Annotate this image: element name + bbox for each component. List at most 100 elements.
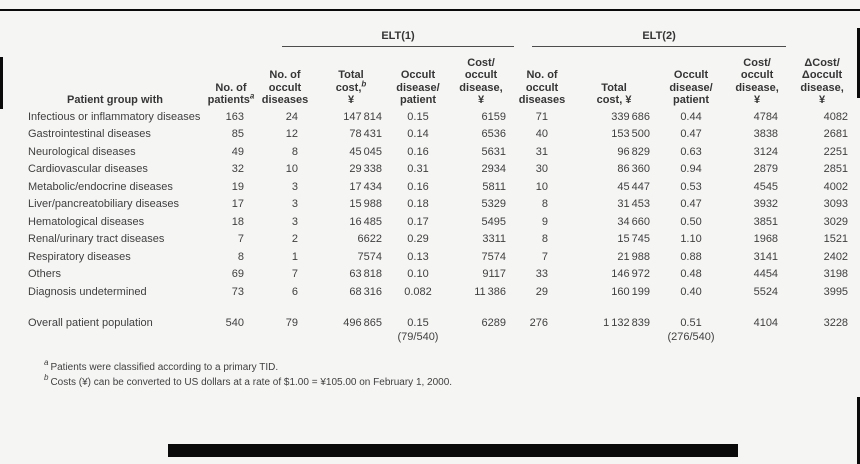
- value-cell: 34 660: [617, 215, 651, 228]
- value-cell: 10: [285, 163, 298, 175]
- header-line: disease,: [459, 81, 503, 94]
- spanner-lead-space: [24, 30, 256, 47]
- value-cell: 17: [231, 198, 244, 210]
- table-row: Metabolic/endocrine diseases 19 3 17 434 0.1…: [24, 179, 854, 197]
- value-cell: 5524: [753, 285, 779, 298]
- value-cell: 71: [535, 110, 549, 123]
- value-cell: 3932: [753, 198, 779, 210]
- column-header-elt1-total-cost: Total cost,b ¥: [314, 47, 388, 109]
- value-cell: 31 453: [617, 198, 651, 210]
- header-line: diseases: [518, 94, 566, 106]
- value-cell: 5495: [481, 215, 507, 228]
- value-cell: 496 865: [343, 317, 382, 329]
- value-cell: 2402: [823, 250, 849, 263]
- colgroup-label-elt2: ELT(2): [532, 30, 787, 47]
- value-cell: 0.47: [680, 128, 702, 140]
- value-cell: 4104: [753, 317, 779, 329]
- header-line: Occult: [400, 69, 436, 81]
- value-cell: 78 431: [349, 128, 382, 140]
- value-cell: 63 818: [349, 268, 382, 280]
- column-header-patient-group: Patient group with: [24, 47, 206, 109]
- scan-artifact-top-rule: [0, 9, 860, 11]
- header-line: ΔCost/: [804, 56, 840, 69]
- value-cell: 0.16: [407, 145, 429, 158]
- value-cell: 7574: [481, 250, 507, 263]
- footnote-text: Patients were classified according to a …: [50, 361, 279, 373]
- value-cell: 1 132 839: [603, 317, 651, 329]
- value-cell: 3093: [823, 198, 849, 210]
- colgroup-elt1: ELT(1): [256, 30, 515, 47]
- value-cell: 3141: [753, 250, 779, 263]
- fraction-subtext: (276/540): [667, 331, 715, 343]
- value-cell: 276: [529, 317, 549, 329]
- header-line: No. of: [526, 69, 558, 81]
- value-cell: 33: [535, 268, 549, 280]
- patient-group-cell: Overall patient population: [28, 317, 153, 329]
- value-cell: 0.44: [680, 110, 702, 123]
- header-line: No. of: [269, 69, 301, 81]
- value-cell: 0.50: [680, 215, 702, 228]
- header-line: ¥: [819, 94, 826, 106]
- colgroup-elt2: ELT(2): [514, 30, 790, 47]
- value-cell: 73: [231, 285, 244, 298]
- header-line: Patient group with: [67, 94, 163, 106]
- value-cell: 1: [291, 250, 298, 263]
- value-cell: 29 338: [349, 163, 382, 175]
- value-cell: 7: [291, 268, 298, 280]
- scan-artifact-right-edge-bottom: [857, 397, 860, 464]
- value-cell: 163: [225, 110, 244, 123]
- header-line: Δoccult: [801, 69, 843, 81]
- column-header-elt1-cost-per-occult: Cost/occult disease, ¥: [448, 47, 514, 109]
- colgroup-label-elt1: ELT(1): [282, 30, 515, 47]
- value-cell: 0.31: [407, 163, 429, 175]
- value-cell: 16 485: [349, 215, 382, 228]
- column-header-elt1-occult-per-patient: Occult disease/patient: [388, 47, 448, 109]
- value-cell: 6289: [481, 317, 507, 329]
- value-cell: 4002: [823, 180, 849, 193]
- table-row: Others 69 7 63 818 0.10 9117 33 146 972 0.48 4454…: [24, 266, 854, 284]
- value-cell: 0.18: [407, 198, 429, 210]
- header-line: occult: [464, 69, 498, 81]
- value-cell: 8: [237, 250, 244, 263]
- value-cell: 6536: [481, 128, 507, 140]
- column-header-no-of-patients: No. of patientsa: [206, 47, 256, 109]
- value-cell: 0.14: [407, 128, 429, 140]
- value-cell: 1968: [753, 233, 779, 245]
- value-cell: 0.94: [680, 163, 702, 175]
- header-row: Patient group with No. of patientsa No. of o…: [24, 47, 854, 109]
- value-cell: 4784: [753, 110, 779, 123]
- value-cell: 79: [285, 317, 298, 329]
- table-row: Infectious or inflammatory diseases 163 24…: [24, 109, 854, 127]
- value-cell: 3995: [823, 285, 849, 298]
- value-cell: 31: [535, 145, 549, 158]
- value-cell: 0.51 (276/540): [658, 301, 724, 347]
- patient-group-cell: Diagnosis undetermined: [28, 285, 147, 298]
- table-row: Diagnosis undetermined 73 6 68 316 0.082 11 3…: [24, 284, 854, 302]
- header-line: occult: [740, 69, 774, 81]
- value-cell: 30: [535, 163, 549, 175]
- value-cell: 32: [231, 163, 244, 175]
- value-cell: 5329: [481, 198, 507, 210]
- value-cell: 146 972: [611, 268, 651, 280]
- value-cell: 8: [541, 198, 549, 210]
- patient-group-cell: Neurological diseases: [28, 145, 136, 158]
- scan-artifact-left-edge: [0, 57, 3, 109]
- header-line: Occult: [673, 69, 709, 81]
- value-cell: 45 045: [349, 145, 382, 158]
- value-cell: 0.15 (79/540): [388, 301, 448, 347]
- value-cell: 3838: [753, 128, 779, 140]
- value-cell: 49: [231, 145, 244, 158]
- value-cell: 2879: [753, 163, 779, 175]
- value-cell: 9: [541, 215, 549, 228]
- value-cell: 160 199: [611, 285, 651, 298]
- header-line: ¥: [347, 94, 355, 106]
- value-cell: 45 447: [617, 180, 651, 193]
- header-line: patientsa: [207, 91, 255, 106]
- table-body: Infectious or inflammatory diseases 163 24…: [24, 109, 854, 347]
- overall-row: Overall patient population 540 79 496 865 0.…: [24, 301, 854, 347]
- scan-artifact-bottom-rule: [168, 444, 738, 457]
- value-cell: 69: [231, 268, 244, 280]
- header-line: Cost/: [743, 56, 771, 69]
- value-cell: 18: [231, 215, 244, 228]
